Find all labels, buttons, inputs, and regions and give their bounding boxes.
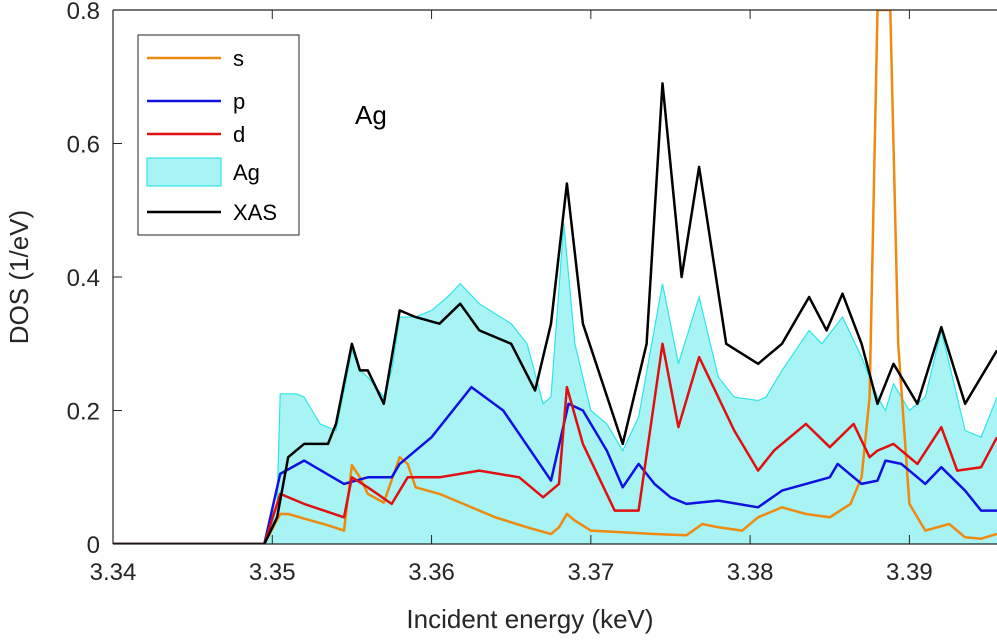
series-area-ag	[113, 223, 997, 544]
annotation-ag: Ag	[355, 100, 387, 130]
legend-label-s: s	[233, 46, 244, 71]
x-tick-label: 3.36	[408, 559, 455, 586]
legend-item-d: d	[147, 122, 245, 147]
series-line-p	[113, 385, 997, 544]
x-tick-label: 3.39	[886, 559, 933, 586]
legend-label-ag: Ag	[233, 160, 260, 185]
legend-item-p: p	[147, 89, 245, 114]
series-layer	[113, 10, 997, 544]
y-tick-label: 0.6	[67, 132, 100, 159]
series-line-d	[113, 342, 997, 544]
y-axis-label: DOS (1/eV)	[4, 210, 34, 344]
legend-item-s: s	[147, 46, 244, 71]
y-tick-label: 0.2	[67, 399, 100, 426]
y-tick-label: 0.8	[67, 0, 100, 25]
x-tick-label: 3.35	[249, 559, 296, 586]
y-tick-label: 0	[87, 532, 100, 559]
axes: 3.34 3.35 3.36 3.37 3.38 3.39 0 0.2 0.4 0.6 0.8	[67, 0, 997, 586]
legend-swatch-ag	[146, 157, 222, 187]
series-line-s	[113, 10, 997, 544]
legend: spd Ag XAS	[137, 34, 300, 236]
legend-label-p: p	[233, 89, 245, 114]
x-tick-label: 3.34	[90, 559, 137, 586]
x-tick-label: 3.38	[727, 559, 774, 586]
legend-label-d: d	[233, 122, 245, 147]
x-tick-label: 3.37	[567, 559, 614, 586]
series-line-xas	[113, 82, 997, 544]
y-tick-label: 0.4	[67, 265, 100, 292]
legend-item-ag: Ag	[146, 157, 260, 187]
legend-item-xas: XAS	[147, 200, 277, 225]
x-axis-label: Incident energy (keV)	[406, 604, 653, 634]
legend-label-xas: XAS	[233, 200, 277, 225]
